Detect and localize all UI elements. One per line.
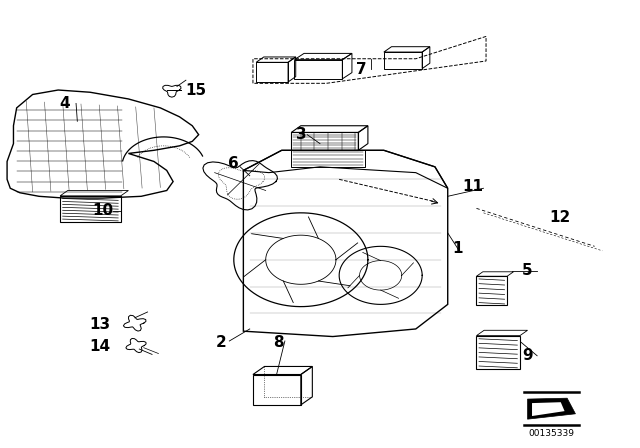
Text: 5: 5: [522, 263, 533, 278]
Text: 14: 14: [89, 339, 110, 354]
Text: 9: 9: [522, 348, 533, 363]
Text: 1: 1: [452, 241, 463, 256]
Text: 00135339: 00135339: [528, 429, 574, 439]
Text: 13: 13: [89, 317, 110, 332]
Text: 11: 11: [463, 179, 484, 194]
Text: 8: 8: [273, 335, 284, 350]
Text: 12: 12: [549, 210, 570, 225]
Polygon shape: [532, 402, 564, 416]
Text: 15: 15: [185, 82, 206, 98]
Polygon shape: [527, 398, 575, 419]
Text: 2: 2: [216, 335, 227, 350]
Text: 6: 6: [228, 156, 239, 171]
Text: 4: 4: [60, 96, 70, 111]
Text: 10: 10: [92, 203, 113, 218]
Text: 7: 7: [356, 62, 367, 78]
Text: 3: 3: [296, 127, 306, 142]
